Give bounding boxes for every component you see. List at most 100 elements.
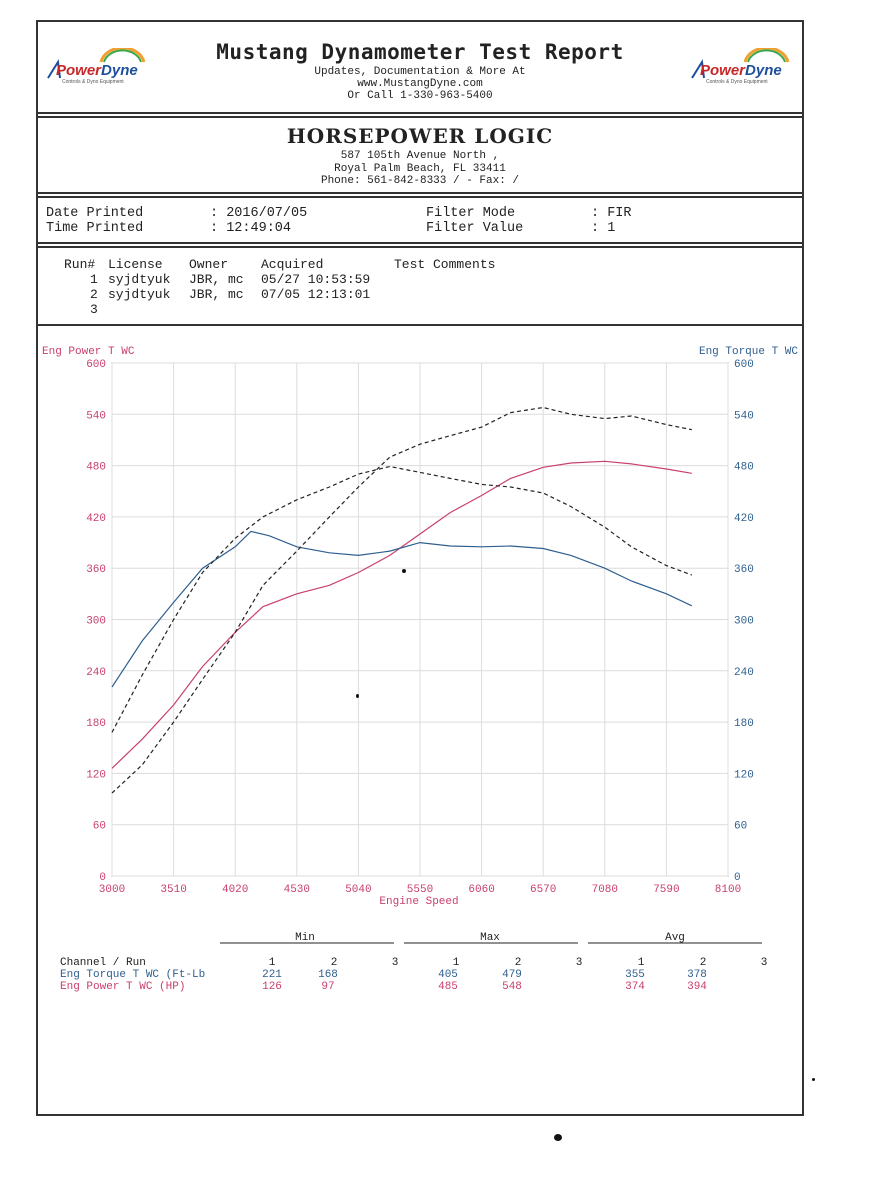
run-2-owner: JBR, mc bbox=[189, 287, 244, 302]
filter-value-label: Filter Value bbox=[426, 221, 524, 236]
x-axis-label: Engine Speed bbox=[379, 896, 458, 908]
runs-header-comments: Test Comments bbox=[394, 257, 496, 272]
powerdyne-logo-left: PowerDyne Controls & Dyno Equipment bbox=[46, 46, 150, 88]
right-tick-label: 420 bbox=[734, 513, 754, 525]
runs-header-acquired: Acquired bbox=[261, 257, 324, 272]
right-axis-label: Eng Torque T WC bbox=[699, 346, 798, 358]
min-run-3: 3 bbox=[392, 957, 399, 969]
scan-speck bbox=[554, 1134, 562, 1141]
right-tick-label: 60 bbox=[734, 821, 747, 833]
max-header: Max bbox=[480, 932, 500, 944]
run-2-license: syjdtyuk bbox=[108, 287, 171, 302]
left-tick-label: 180 bbox=[86, 718, 106, 730]
power-run-1-line bbox=[111, 460, 692, 769]
avg-run-1: 1 bbox=[638, 957, 645, 969]
run-1-number: 1 bbox=[90, 272, 98, 287]
right-tick-label: 240 bbox=[734, 667, 754, 679]
runs-header-owner: Owner bbox=[189, 257, 229, 272]
avg-run-2: 2 bbox=[700, 957, 707, 969]
x-tick-label: 5040 bbox=[345, 884, 371, 896]
left-tick-label: 120 bbox=[86, 769, 106, 781]
right-tick-label: 180 bbox=[734, 718, 754, 730]
date-printed-value: : 2016/07/05 bbox=[210, 206, 308, 221]
filter-mode-value: : FIR bbox=[591, 206, 632, 221]
x-tick-label: 7080 bbox=[592, 884, 618, 896]
left-tick-label: 420 bbox=[86, 513, 106, 525]
runs-table: Run# License Owner Acquired Test Comment… bbox=[38, 246, 802, 326]
left-axis-label: Eng Power T WC bbox=[42, 346, 135, 358]
x-tick-label: 7590 bbox=[653, 884, 679, 896]
chart-grid bbox=[111, 362, 729, 877]
right-tick-label: 540 bbox=[734, 410, 754, 422]
left-tick-label: 480 bbox=[86, 462, 106, 474]
x-tick-label: 5550 bbox=[407, 884, 433, 896]
chart-series bbox=[111, 406, 693, 794]
right-tick-label: 0 bbox=[734, 872, 741, 884]
torque-avg-2: 378 bbox=[687, 969, 707, 981]
shop-address-2: Royal Palm Beach, FL 33411 bbox=[334, 163, 506, 175]
torque-min-1: 221 bbox=[262, 969, 282, 981]
power-row-channel: Eng Power T WC (HP) bbox=[60, 981, 185, 993]
logo-tagline: Controls & Dyno Equipment bbox=[706, 79, 768, 85]
power-avg-1: 374 bbox=[625, 981, 645, 993]
x-tick-label: 3000 bbox=[99, 884, 125, 896]
x-tick-label: 8100 bbox=[715, 884, 741, 896]
chart-ticks: 3000 3510 4020 4530 5040 5550 6060 6570 7080 7590… bbox=[86, 359, 754, 896]
report-frame bbox=[36, 20, 804, 1116]
left-tick-label: 0 bbox=[99, 872, 106, 884]
left-tick-label: 540 bbox=[86, 410, 106, 422]
right-tick-label: 300 bbox=[734, 616, 754, 628]
print-info: Date Printed : 2016/07/05 Time Printed :… bbox=[38, 196, 802, 244]
left-tick-label: 300 bbox=[86, 616, 106, 628]
power-min-1: 126 bbox=[262, 981, 282, 993]
min-run-2: 2 bbox=[331, 957, 338, 969]
run-2-number: 2 bbox=[90, 287, 98, 302]
min-run-1: 1 bbox=[269, 957, 276, 969]
x-tick-label: 3510 bbox=[160, 884, 186, 896]
scan-speck bbox=[402, 569, 406, 573]
max-run-3: 3 bbox=[576, 957, 583, 969]
filter-value-value: : 1 bbox=[591, 221, 616, 236]
x-tick-label: 4020 bbox=[222, 884, 248, 896]
run-1-owner: JBR, mc bbox=[189, 272, 244, 287]
time-printed-label: Time Printed bbox=[46, 221, 144, 236]
left-tick-label: 240 bbox=[86, 667, 106, 679]
left-tick-label: 60 bbox=[93, 821, 106, 833]
logo-tagline: Controls & Dyno Equipment bbox=[62, 79, 124, 85]
date-printed-label: Date Printed bbox=[46, 206, 144, 221]
power-avg-2: 394 bbox=[687, 981, 707, 993]
header-website-line: www.MustangDyne.com bbox=[357, 78, 483, 90]
torque-min-2: 168 bbox=[318, 969, 338, 981]
x-tick-label: 6060 bbox=[468, 884, 494, 896]
power-min-2: 97 bbox=[321, 981, 334, 993]
avg-header: Avg bbox=[665, 932, 685, 944]
min-header: Min bbox=[295, 932, 315, 944]
header-updates-line: Updates, Documentation & More At bbox=[314, 66, 526, 78]
scan-speck bbox=[356, 694, 359, 698]
torque-avg-1: 355 bbox=[625, 969, 645, 981]
filter-mode-label: Filter Mode bbox=[426, 206, 516, 221]
logo-text: PowerDyne bbox=[700, 62, 782, 79]
header-phone-line: Or Call 1-330-963-5400 bbox=[347, 90, 493, 102]
max-run-1: 1 bbox=[453, 957, 460, 969]
max-run-2: 2 bbox=[515, 957, 522, 969]
shop-phone: Phone: 561-842-8333 / - Fax: / bbox=[320, 175, 520, 187]
report-header: PowerDyne Controls & Dyno Equipment Must… bbox=[38, 22, 802, 114]
dyno-chart: 3000 3510 4020 4530 5040 5550 6060 6570 7080 7590… bbox=[42, 346, 798, 908]
time-printed-value: : 12:49:04 bbox=[210, 221, 292, 236]
run-1-acquired: 05/27 10:53:59 bbox=[261, 272, 371, 287]
scan-speck bbox=[812, 1078, 815, 1081]
powerdyne-logo-right: PowerDyne Controls & Dyno Equipment bbox=[690, 46, 794, 88]
torque-max-1: 405 bbox=[438, 969, 458, 981]
run-1-license: syjdtyuk bbox=[108, 272, 171, 287]
summary-table: Min Max Avg Channel / Run 1 2 3 1 2 3 1 … bbox=[60, 932, 768, 993]
right-tick-label: 360 bbox=[734, 564, 754, 576]
right-tick-label: 600 bbox=[734, 359, 754, 371]
avg-run-3: 3 bbox=[761, 957, 768, 969]
shop-address-1: 587 105th Avenue North , bbox=[340, 150, 500, 162]
runs-header-license: License bbox=[108, 257, 163, 272]
logo-arc-icon bbox=[47, 46, 146, 79]
power-max-2: 548 bbox=[502, 981, 522, 993]
right-tick-label: 120 bbox=[734, 769, 754, 781]
shop-name: HORSEPOWER LOGIC bbox=[286, 124, 554, 148]
